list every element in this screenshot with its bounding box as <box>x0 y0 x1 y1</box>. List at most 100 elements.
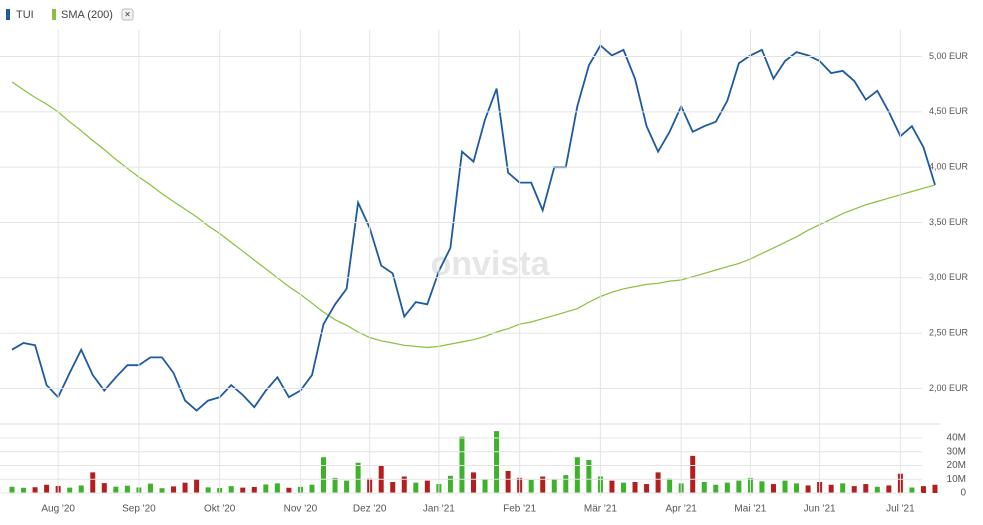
volume-bar <box>205 487 211 493</box>
volume-bar <box>690 455 696 493</box>
volume-bar <box>9 486 15 493</box>
volume-bar <box>147 483 153 493</box>
volume-bar <box>90 472 96 493</box>
volume-bar <box>78 485 84 493</box>
volume-bar <box>528 479 534 493</box>
x-tick-label: Okt '20 <box>204 504 236 515</box>
volume-bar <box>909 487 915 493</box>
volume-bar <box>424 480 430 493</box>
volume-bar <box>620 482 626 493</box>
volume-bar <box>794 483 800 493</box>
x-tick-label: Dez '20 <box>353 504 387 515</box>
x-tick-label: Feb '21 <box>503 504 536 515</box>
y-tick-label: 10M <box>947 474 966 485</box>
volume-bar <box>655 472 661 493</box>
volume-bar <box>344 480 350 493</box>
volume-bar <box>447 475 453 493</box>
volume-bar <box>863 484 869 493</box>
volume-bar <box>782 480 788 493</box>
volume-bar <box>401 476 407 493</box>
x-tick-label: Apr '21 <box>665 504 697 515</box>
volume-bar <box>494 431 500 493</box>
volume-bar <box>240 487 246 493</box>
volume-bar <box>459 436 465 493</box>
close-box[interactable] <box>121 8 134 21</box>
x-tick-label: Aug '20 <box>41 504 75 515</box>
volume-bar <box>540 476 546 493</box>
volume-bar <box>828 484 834 493</box>
volume-bar <box>332 477 338 493</box>
y-tick-label: 3,50 EUR <box>929 217 969 227</box>
volume-bar <box>21 487 27 493</box>
x-tick-label: Mär '21 <box>584 504 617 515</box>
x-tick-label: Nov '20 <box>284 504 318 515</box>
series-line <box>11 44 936 412</box>
volume-bar <box>309 484 315 493</box>
y-tick-label: 2,50 EUR <box>929 327 969 337</box>
y-tick-label: 5,00 EUR <box>929 51 969 61</box>
volume-bar <box>32 487 38 493</box>
volume-bar <box>851 486 857 493</box>
y-tick-label: 40M <box>947 433 966 444</box>
volume-bar <box>228 486 234 493</box>
series-line <box>11 81 936 349</box>
x-tick-label: Jul '21 <box>886 504 915 515</box>
x-tick-label: Jan '21 <box>423 504 455 515</box>
close-icon[interactable]: × <box>125 10 131 21</box>
volume-bar <box>471 472 476 493</box>
volume-bar <box>932 484 938 493</box>
y-tick-label: 2,00 EUR <box>929 383 969 393</box>
y-tick-label: 0 <box>960 488 966 499</box>
volume-bar <box>701 481 707 493</box>
x-tick-label: Jun '21 <box>804 504 836 515</box>
volume-bar <box>390 481 396 493</box>
y-tick-label: 3,00 EUR <box>929 272 969 282</box>
y-tick-label: 20M <box>947 460 966 471</box>
x-tick-label: Mai '21 <box>734 504 766 515</box>
volume-bar <box>171 486 177 493</box>
volume-bar <box>67 487 73 493</box>
volume-bar <box>44 484 50 493</box>
volume-bar <box>355 462 361 493</box>
volume-bar <box>874 486 880 493</box>
volume-bar <box>920 486 926 493</box>
volume-bar <box>667 478 673 493</box>
volume-bar <box>724 482 730 493</box>
volume-bar <box>586 459 592 493</box>
volume-bar <box>551 479 557 493</box>
volume-bar <box>113 486 119 493</box>
volume-bar <box>101 483 107 493</box>
volume-bar <box>274 483 280 493</box>
volume-bar <box>886 485 892 493</box>
volume-bar <box>159 488 165 493</box>
volume-bar <box>713 484 719 493</box>
watermark: onvista <box>430 245 550 283</box>
volume-bar <box>194 479 200 493</box>
volume-bar <box>251 486 257 493</box>
volume-bar <box>840 483 846 493</box>
volume-bar <box>505 470 511 493</box>
close-button[interactable]: × <box>121 8 134 21</box>
y-tick-label: 30M <box>947 446 966 457</box>
volume-bar <box>124 485 130 493</box>
volume-bar <box>632 481 638 493</box>
y-tick-label: 4,50 EUR <box>929 106 969 116</box>
volume-bar <box>563 475 569 493</box>
volume-bar <box>609 480 615 493</box>
legend-swatch <box>6 9 10 20</box>
volume-bar <box>182 482 188 493</box>
volume-bar <box>770 484 776 493</box>
legend-label: SMA (200) <box>61 9 113 21</box>
volume-bar <box>321 457 327 493</box>
volume-bar <box>759 481 765 493</box>
volume-bar <box>736 480 742 493</box>
volume-bar <box>805 485 811 493</box>
volume-bar <box>286 487 292 493</box>
volume-bar <box>413 482 419 493</box>
legend-swatch <box>52 9 56 20</box>
y-tick-label: 4,00 EUR <box>929 162 969 172</box>
volume-bar <box>263 484 269 493</box>
volume-bar <box>482 479 488 493</box>
x-tick-label: Sep '20 <box>122 504 156 515</box>
